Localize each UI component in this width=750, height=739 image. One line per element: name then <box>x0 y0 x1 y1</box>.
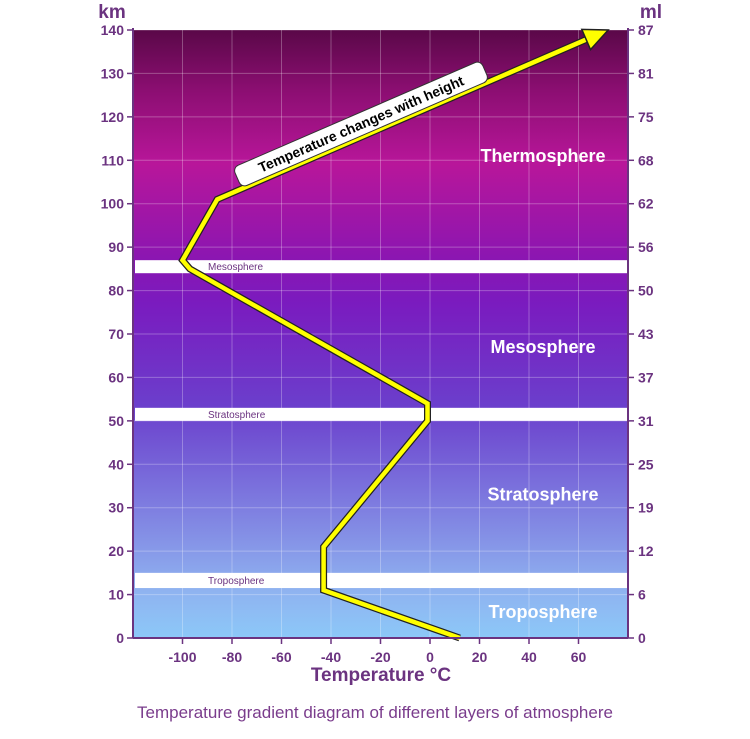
boundary-label: Stratosphere <box>208 410 266 421</box>
right-tick-label: 12 <box>638 543 654 559</box>
right-tick-label: 19 <box>638 500 654 516</box>
right-tick-label: 81 <box>638 65 654 81</box>
left-tick-label: 70 <box>108 326 124 342</box>
left-tick-label: 90 <box>108 239 124 255</box>
temperature-series <box>178 28 610 642</box>
x-tick-label: 0 <box>426 649 434 665</box>
left-tick-label: 30 <box>108 500 124 516</box>
boundary-band <box>135 407 628 421</box>
layer-boundaries: Troposphere Stratosphere Mesosphere <box>135 260 628 589</box>
right-tick-label: 43 <box>638 326 654 342</box>
left-tick-label: 20 <box>108 543 124 559</box>
left-axis-unit: km <box>98 2 125 23</box>
left-tick-label: 140 <box>101 22 125 38</box>
layer-label: Thermosphere <box>480 146 605 166</box>
x-tick-label: -60 <box>271 649 291 665</box>
arrow-head <box>580 28 610 51</box>
boundary-label: Troposphere <box>208 576 265 587</box>
left-tick-label: 100 <box>101 196 125 212</box>
left-tick-label: 0 <box>116 630 124 646</box>
left-tick-label: 50 <box>108 413 124 429</box>
right-tick-label: 50 <box>638 283 654 299</box>
right-tick-label: 31 <box>638 413 654 429</box>
layer-labels: Troposphere Stratosphere Mesosphere Thermos… <box>480 146 605 622</box>
boundary-band <box>135 260 628 274</box>
layer-label: Stratosphere <box>487 485 598 505</box>
x-tick-label: -20 <box>370 649 390 665</box>
x-axis-label: Temperature °C <box>311 665 452 686</box>
right-tick-label: 87 <box>638 22 654 38</box>
boundary-band <box>135 572 628 589</box>
x-tick-label: -80 <box>222 649 242 665</box>
left-tick-label: 130 <box>101 65 125 81</box>
left-tick-label: 80 <box>108 283 124 299</box>
left-tick-label: 60 <box>108 369 124 385</box>
right-tick-label: 25 <box>638 456 654 472</box>
x-tick-label: 40 <box>521 649 537 665</box>
boundary-label: Mesosphere <box>208 262 263 273</box>
x-tick-label: 20 <box>472 649 488 665</box>
left-tick-label: 10 <box>108 587 124 603</box>
x-tick-label: 60 <box>571 649 587 665</box>
right-tick-label: 56 <box>638 239 654 255</box>
right-tick-label: 68 <box>638 152 654 168</box>
right-tick-label: 37 <box>638 369 654 385</box>
layer-label: Troposphere <box>488 602 597 622</box>
caption: Temperature gradient diagram of differen… <box>137 703 613 722</box>
x-tick-label: -40 <box>321 649 341 665</box>
right-tick-label: 0 <box>638 630 646 646</box>
left-tick-label: 110 <box>101 152 124 168</box>
layer-label: Mesosphere <box>490 337 595 357</box>
right-tick-label: 6 <box>638 587 646 603</box>
temperature-line <box>179 37 588 641</box>
left-tick-label: 120 <box>101 109 125 125</box>
right-tick-label: 62 <box>638 196 654 212</box>
right-axis-unit: ml <box>640 2 662 23</box>
x-tick-label: -100 <box>168 649 196 665</box>
annotation-box <box>234 61 488 187</box>
axes: 0 10 20 30 40 50 60 70 80 90 100 110 120 130 140 0 6 12 19… <box>101 22 654 665</box>
left-tick-label: 40 <box>108 456 124 472</box>
right-tick-label: 75 <box>638 109 654 125</box>
